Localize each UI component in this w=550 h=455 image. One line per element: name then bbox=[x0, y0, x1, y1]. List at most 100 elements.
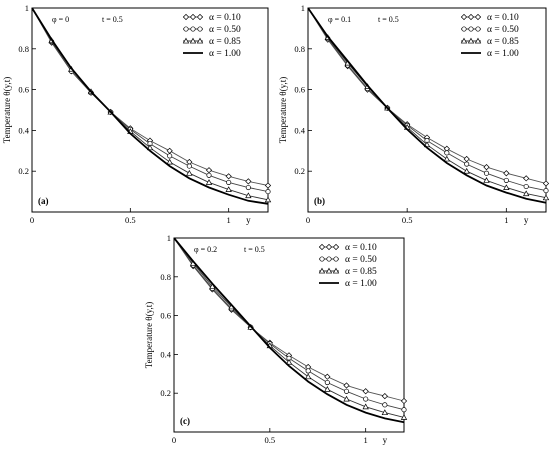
legend-marker bbox=[475, 26, 481, 32]
data-point bbox=[324, 385, 331, 392]
legend-entry: α = 1.00 bbox=[487, 49, 519, 59]
data-point bbox=[382, 402, 388, 408]
data-point bbox=[245, 178, 252, 185]
series-line bbox=[307, 7, 547, 204]
legend-marker bbox=[182, 37, 190, 44]
series-line bbox=[307, 7, 547, 192]
legend-marker bbox=[318, 267, 326, 274]
series-line bbox=[31, 7, 269, 205]
data-point bbox=[503, 170, 510, 177]
data-point bbox=[245, 184, 251, 191]
data-point bbox=[483, 170, 490, 176]
legend-entry: α = 1.00 bbox=[209, 49, 241, 59]
data-point bbox=[463, 155, 470, 163]
plot-frame bbox=[307, 7, 547, 213]
param-t: t = 0.5 bbox=[378, 15, 399, 24]
legend-entry: α = 0.85 bbox=[487, 37, 519, 47]
data-point bbox=[167, 153, 173, 159]
data-point bbox=[285, 358, 293, 365]
legend-entry: α = 0.10 bbox=[487, 13, 519, 23]
x-tick-label: 1 bbox=[227, 215, 231, 225]
panel-label: (c) bbox=[180, 416, 190, 426]
legend-marker bbox=[474, 37, 482, 44]
y-tick-label: 0.2 bbox=[294, 166, 305, 176]
x-tick-label: 0.5 bbox=[125, 215, 136, 225]
data-point bbox=[503, 184, 510, 190]
y-tick-label: 0.2 bbox=[160, 388, 171, 398]
x-axis-label: y bbox=[524, 215, 529, 225]
data-point bbox=[264, 196, 272, 203]
data-point bbox=[324, 373, 331, 380]
legend-entry: α = 0.10 bbox=[345, 243, 377, 253]
legend-marker bbox=[319, 256, 325, 262]
legend-marker bbox=[460, 13, 468, 21]
series-line bbox=[173, 237, 405, 424]
data-point bbox=[401, 407, 407, 413]
param-t: t = 0.5 bbox=[244, 245, 265, 254]
legend-marker bbox=[325, 267, 333, 274]
legend-marker bbox=[190, 26, 196, 32]
data-point bbox=[523, 183, 529, 190]
panel-label: (a) bbox=[38, 196, 49, 206]
data-point bbox=[166, 158, 173, 165]
x-axis-label: y bbox=[383, 435, 388, 445]
data-point bbox=[264, 182, 272, 189]
x-tick-label: 0 bbox=[30, 215, 34, 225]
data-point bbox=[324, 379, 330, 386]
legend-entry: α = 0.85 bbox=[209, 37, 241, 47]
legend-marker bbox=[326, 256, 332, 262]
data-point bbox=[362, 388, 369, 395]
plot-frame bbox=[173, 237, 405, 433]
y-tick-label: 0.6 bbox=[160, 311, 171, 321]
chart-panel-2: 0 0.5 1 0.2 0.4 0.6 0.8 1 y Temperature θ(y,t) (b)… bbox=[278, 3, 550, 225]
data-point bbox=[205, 179, 213, 185]
legend-marker bbox=[189, 37, 197, 44]
data-point bbox=[444, 150, 450, 156]
y-axis-label: Temperature θ(y,t) bbox=[278, 77, 288, 144]
legend-marker bbox=[196, 37, 204, 44]
data-point bbox=[265, 189, 271, 195]
data-point bbox=[206, 172, 212, 178]
data-point bbox=[523, 175, 530, 182]
x-tick-label: 0.5 bbox=[402, 215, 413, 225]
legend-marker bbox=[460, 37, 468, 44]
y-tick-label: 0.2 bbox=[18, 166, 29, 176]
param-phi: φ = 0 bbox=[52, 15, 69, 24]
legend-marker bbox=[474, 13, 482, 21]
y-tick-label: 0.4 bbox=[160, 349, 171, 359]
data-point bbox=[245, 192, 252, 199]
legend-entry: α = 0.50 bbox=[487, 25, 519, 35]
y-tick-label: 0.8 bbox=[160, 272, 171, 282]
legend-entry: α = 0.10 bbox=[209, 13, 241, 23]
x-tick-label: 0 bbox=[306, 215, 310, 225]
data-point bbox=[186, 163, 192, 169]
data-point bbox=[225, 186, 232, 192]
data-point bbox=[205, 167, 213, 174]
legend-entry: α = 0.50 bbox=[209, 25, 241, 35]
data-point bbox=[522, 190, 530, 197]
y-tick-label: 1 bbox=[301, 3, 305, 13]
x-axis-label: y bbox=[246, 215, 251, 225]
chart-panel-3: 0 0.5 1 0.2 0.4 0.6 0.8 1 y Temperature θ(y,t) (c)… bbox=[144, 233, 408, 445]
y-axis-label: Temperature θ(y,t) bbox=[2, 77, 12, 144]
legend-marker bbox=[467, 37, 475, 44]
y-tick-label: 0.4 bbox=[294, 125, 305, 135]
y-tick-label: 0.8 bbox=[294, 44, 305, 54]
y-tick-label: 0.4 bbox=[18, 125, 29, 135]
chart-panel-1: 0 0.5 1 0.2 0.4 0.6 0.8 1 y Temperature θ(y,t) (a)… bbox=[2, 3, 272, 225]
legend-marker bbox=[467, 13, 475, 21]
legend-marker bbox=[182, 13, 190, 21]
legend-entry: α = 0.85 bbox=[345, 267, 377, 277]
legend-entry: α = 1.00 bbox=[345, 279, 377, 289]
data-point bbox=[186, 169, 193, 176]
legend-marker bbox=[189, 13, 197, 21]
legend-marker bbox=[197, 26, 203, 32]
data-point bbox=[305, 368, 311, 374]
data-point bbox=[166, 147, 173, 154]
data-point bbox=[483, 164, 490, 171]
data-point bbox=[400, 397, 408, 405]
panel-label: (b) bbox=[314, 196, 325, 206]
legend-marker bbox=[325, 243, 333, 251]
param-phi: φ = 0.2 bbox=[194, 245, 217, 254]
